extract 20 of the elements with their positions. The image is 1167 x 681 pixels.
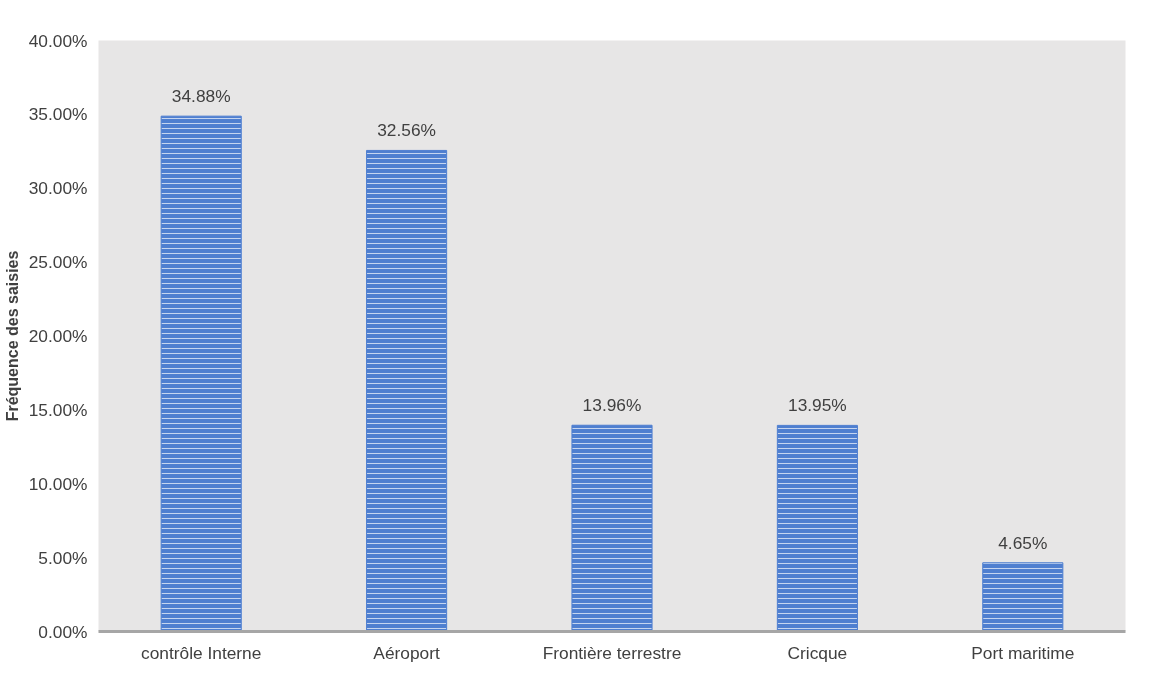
y-axis-title: Fréquence des saisies [3,250,21,422]
y-tick-label: 0.00% [38,621,88,642]
data-label: 13.96% [582,395,642,416]
y-tick-label: 15.00% [28,399,88,420]
y-tick-label: 30.00% [28,178,88,199]
y-tick-label: 5.00% [38,547,88,568]
x-tick-label: Cricque [787,642,848,663]
data-label: 32.56% [377,120,436,141]
y-tick-label: 35.00% [28,104,88,125]
y-tick-label: 20.00% [28,326,88,346]
x-tick-label: Frontière terrestre [542,642,682,663]
data-label: 34.88% [171,86,231,107]
y-tick-label: 25.00% [28,252,88,273]
x-tick-label: contrôle Interne [141,642,262,663]
x-tick-label: Port maritime [971,642,1075,663]
x-tick-label: Aéroport [373,642,441,663]
data-label: 13.95% [788,395,847,416]
data-label: 4.65% [998,532,1048,553]
y-tick-label: 40.00% [28,30,88,51]
y-tick-label: 10.00% [28,473,88,494]
